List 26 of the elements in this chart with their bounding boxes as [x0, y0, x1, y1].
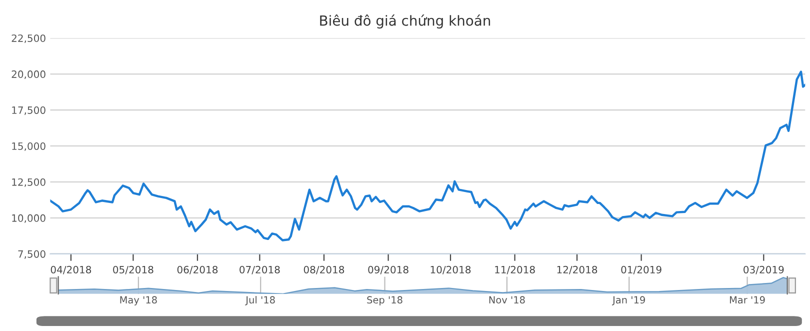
y-tick-label: 22,500: [12, 34, 46, 44]
x-tick-label: 05/2018: [113, 266, 154, 274]
x-tick-label: Mar '19: [730, 296, 765, 304]
x-tick-label: 07/2018: [240, 266, 280, 274]
line-series: [50, 70, 806, 242]
x-tick-label: 01/2019: [621, 266, 662, 274]
x-tick-label: Jan '19: [612, 296, 645, 306]
x-tick-label: 11/2018: [495, 266, 535, 274]
y-tick-label: 17,500: [12, 106, 46, 115]
x-tick-label: Sep '18: [367, 296, 402, 306]
y-tick-label: 20,000: [12, 70, 46, 79]
x-tick-label: 08/2018: [304, 266, 344, 274]
chart-title: Biêu đô giá chứng khoán: [320, 14, 490, 29]
x-tick-label: 12/2018: [557, 266, 598, 274]
y-tick-label: 7,500: [18, 250, 46, 259]
x-tick-label: May '18: [120, 296, 157, 306]
x-tick-label: 03/2019: [744, 266, 784, 274]
y-tick-label: 10,000: [12, 214, 46, 223]
x-tick-label: 04/2018: [50, 266, 92, 274]
x-tick-label: 09/2018: [368, 266, 408, 274]
x-tick-label: 10/2018: [430, 266, 471, 274]
y-tick-label: 12,500: [12, 178, 46, 187]
x-tick-label: Jul '18: [245, 296, 275, 306]
x-tick-label: Nov '18: [489, 296, 525, 304]
y-tick-label: 15,000: [12, 142, 46, 151]
x-tick-label: 06/2018: [177, 266, 218, 274]
